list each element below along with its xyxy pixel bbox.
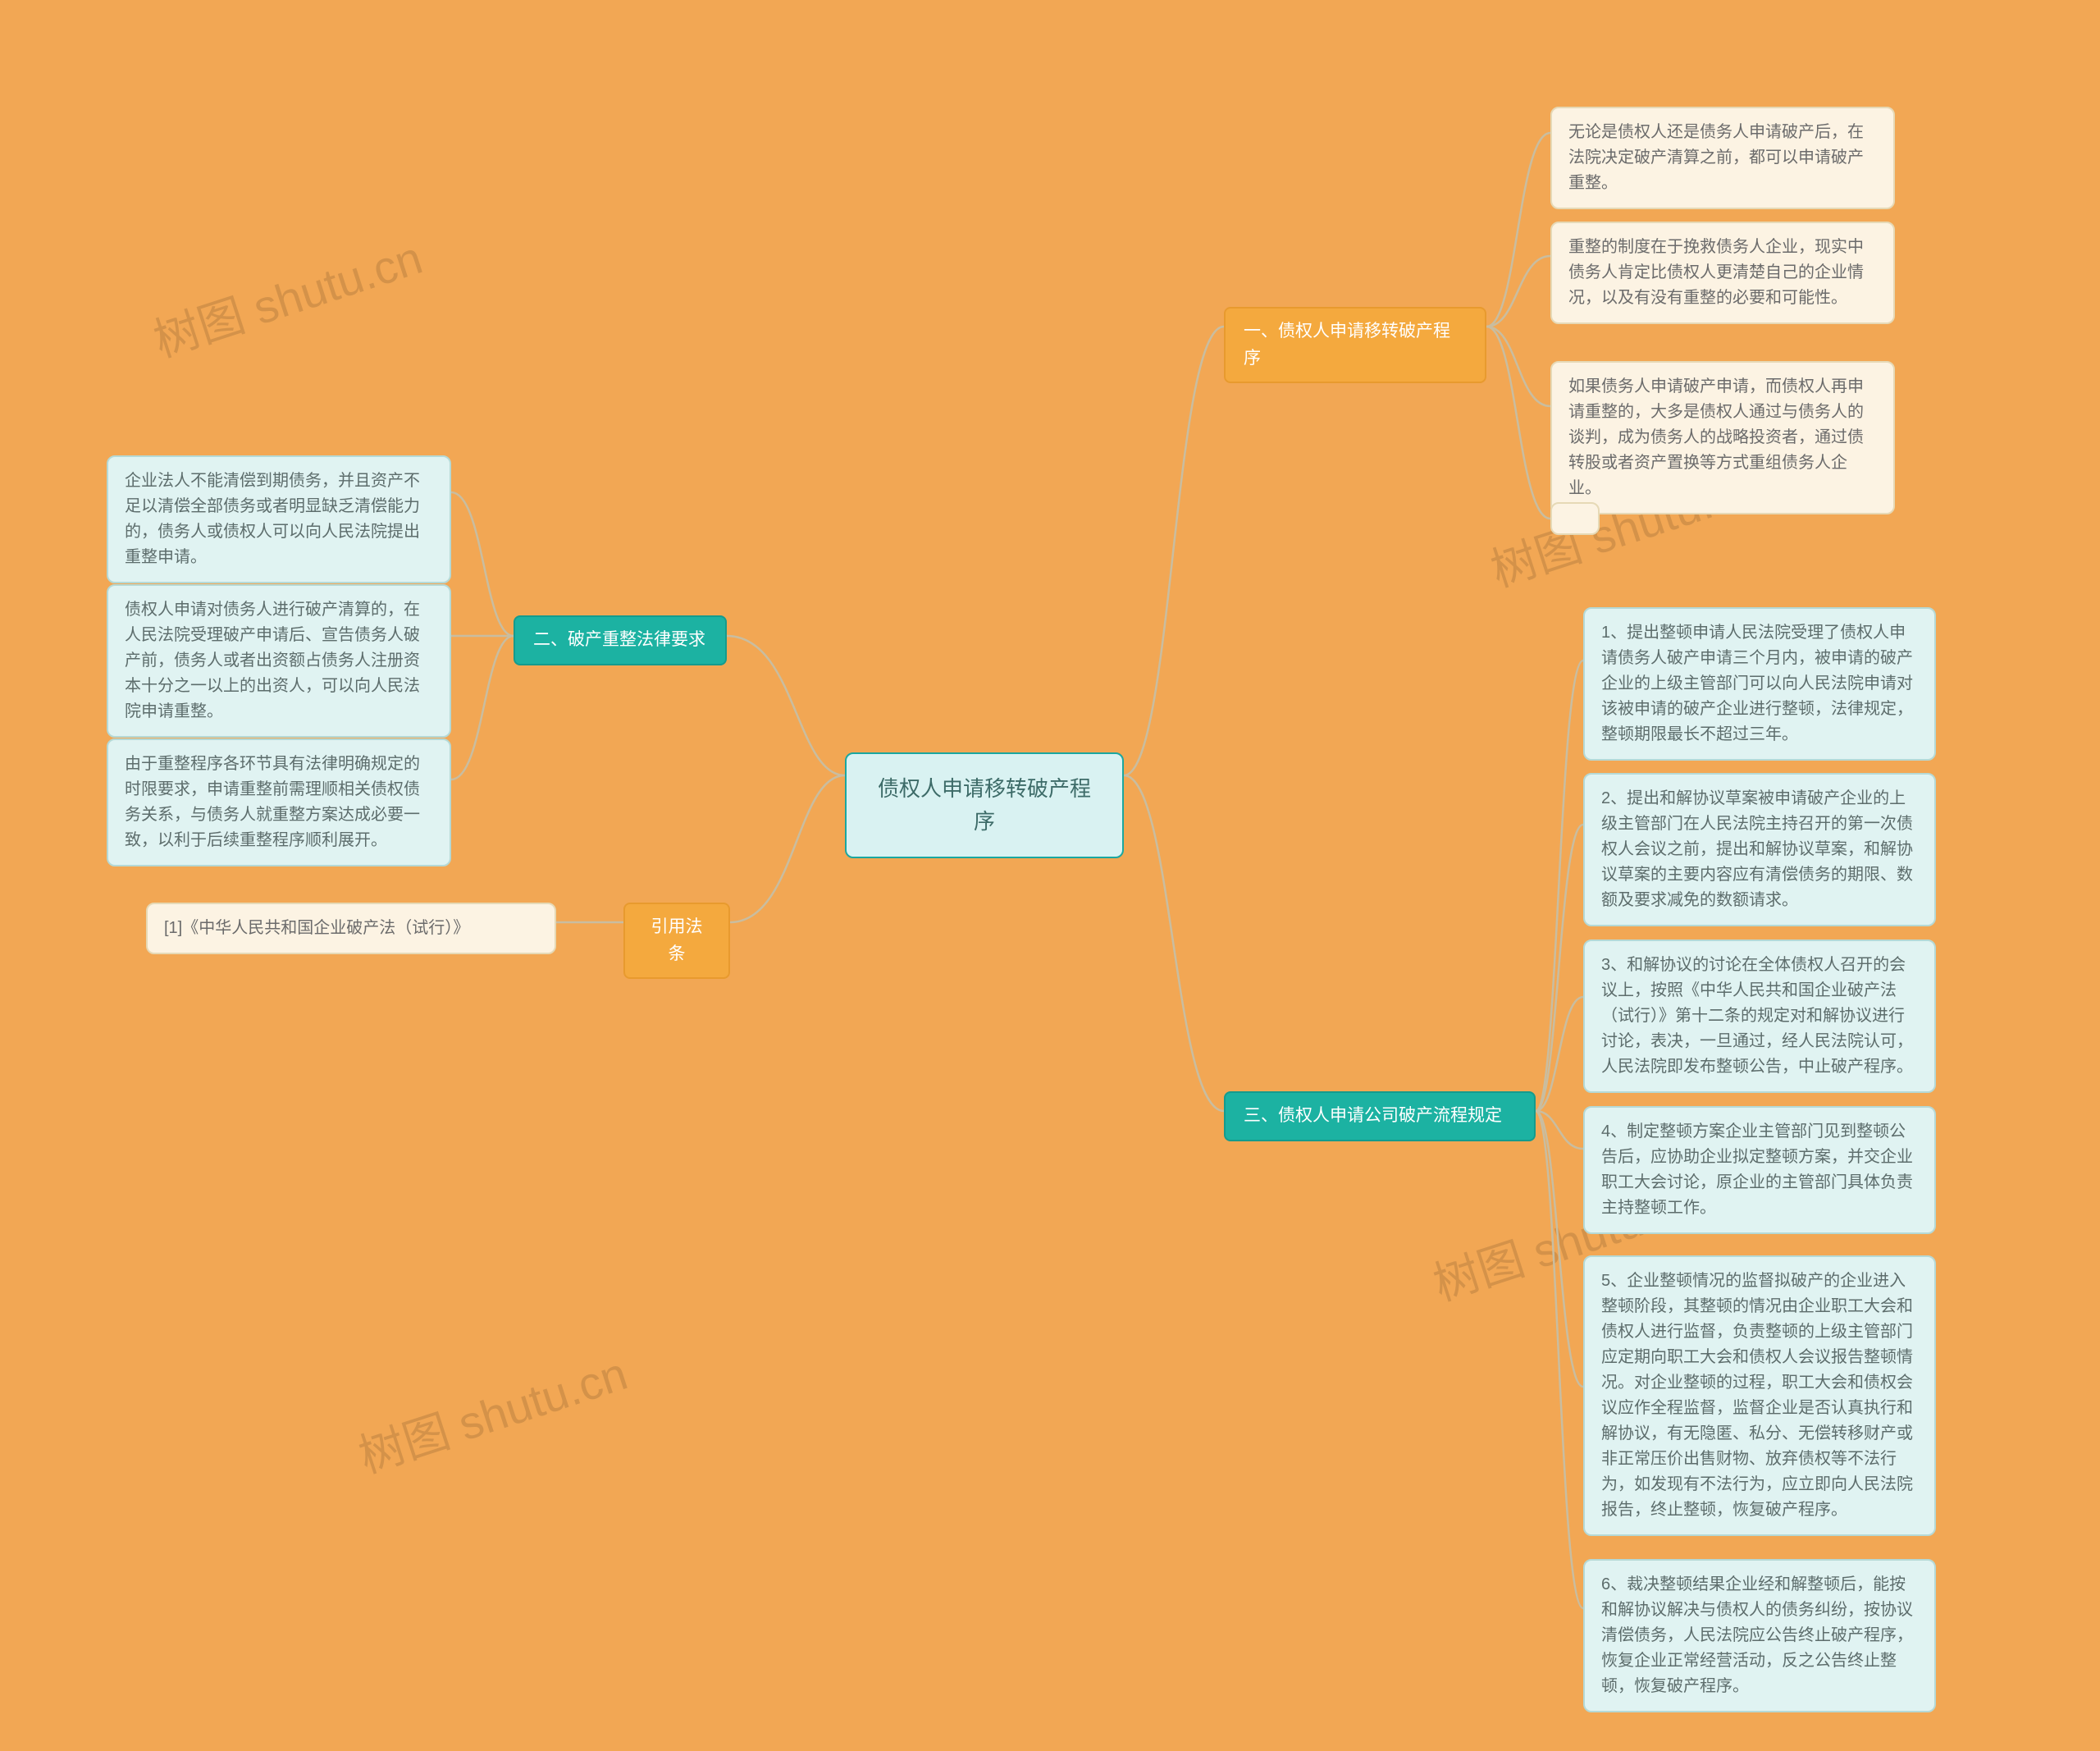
branch-1[interactable]: 一、债权人申请移转破产程序 (1224, 307, 1486, 383)
branch-3-leaf-4: 4、制定整顿方案企业主管部门见到整顿公告后，应协助企业拟定整顿方案，并交企业职工… (1583, 1106, 1936, 1234)
branch-2-leaf-2: 债权人申请对债务人进行破产清算的，在人民法院受理破产申请后、宣告债务人破产前，债… (107, 584, 451, 738)
branch-3[interactable]: 三、债权人申请公司破产流程规定 (1224, 1091, 1536, 1141)
watermark-3: 树图 shutu.cn (349, 1337, 635, 1487)
branch-3-leaf-1: 1、提出整顿申请人民法院受理了债权人申请债务人破产申请三个月内，被申请的破产企业… (1583, 607, 1936, 761)
branch-3-leaf-6: 6、裁决整顿结果企业经和解整顿后，能按和解协议解决与债权人的债务纠纷，按协议清偿… (1583, 1559, 1936, 1712)
branch-1-leaf-4-empty (1550, 502, 1600, 535)
watermark-1: 树图 shutu.cn (144, 222, 430, 371)
branch-2-leaf-3: 由于重整程序各环节具有法律明确规定的时限要求，申请重整前需理顺相关债权债务关系，… (107, 738, 451, 866)
branch-4[interactable]: 引用法条 (623, 903, 730, 979)
branch-2[interactable]: 二、破产重整法律要求 (514, 615, 727, 665)
branch-1-leaf-2: 重整的制度在于挽救债务人企业，现实中债务人肯定比债权人更清楚自己的企业情况，以及… (1550, 222, 1895, 324)
branch-3-leaf-3: 3、和解协议的讨论在全体债权人召开的会议上，按照《中华人民共和国企业破产法（试行… (1583, 940, 1936, 1093)
center-node[interactable]: 债权人申请移转破产程序 (845, 752, 1124, 858)
branch-1-leaf-3: 如果债务人申请破产申请，而债权人再申请重整的，大多是债权人通过与债务人的谈判，成… (1550, 361, 1895, 514)
branch-3-leaf-5: 5、企业整顿情况的监督拟破产的企业进入整顿阶段，其整顿的情况由企业职工大会和债权… (1583, 1255, 1936, 1536)
branch-1-leaf-1: 无论是债权人还是债务人申请破产后，在法院决定破产清算之前，都可以申请破产重整。 (1550, 107, 1895, 209)
branch-2-leaf-1: 企业法人不能清偿到期债务，并且资产不足以清偿全部债务或者明显缺乏清偿能力的，债务… (107, 455, 451, 583)
branch-4-leaf-1: [1]《中华人民共和国企业破产法（试行）》 (146, 903, 556, 954)
branch-3-leaf-2: 2、提出和解协议草案被申请破产企业的上级主管部门在人民法院主持召开的第一次债权人… (1583, 773, 1936, 926)
